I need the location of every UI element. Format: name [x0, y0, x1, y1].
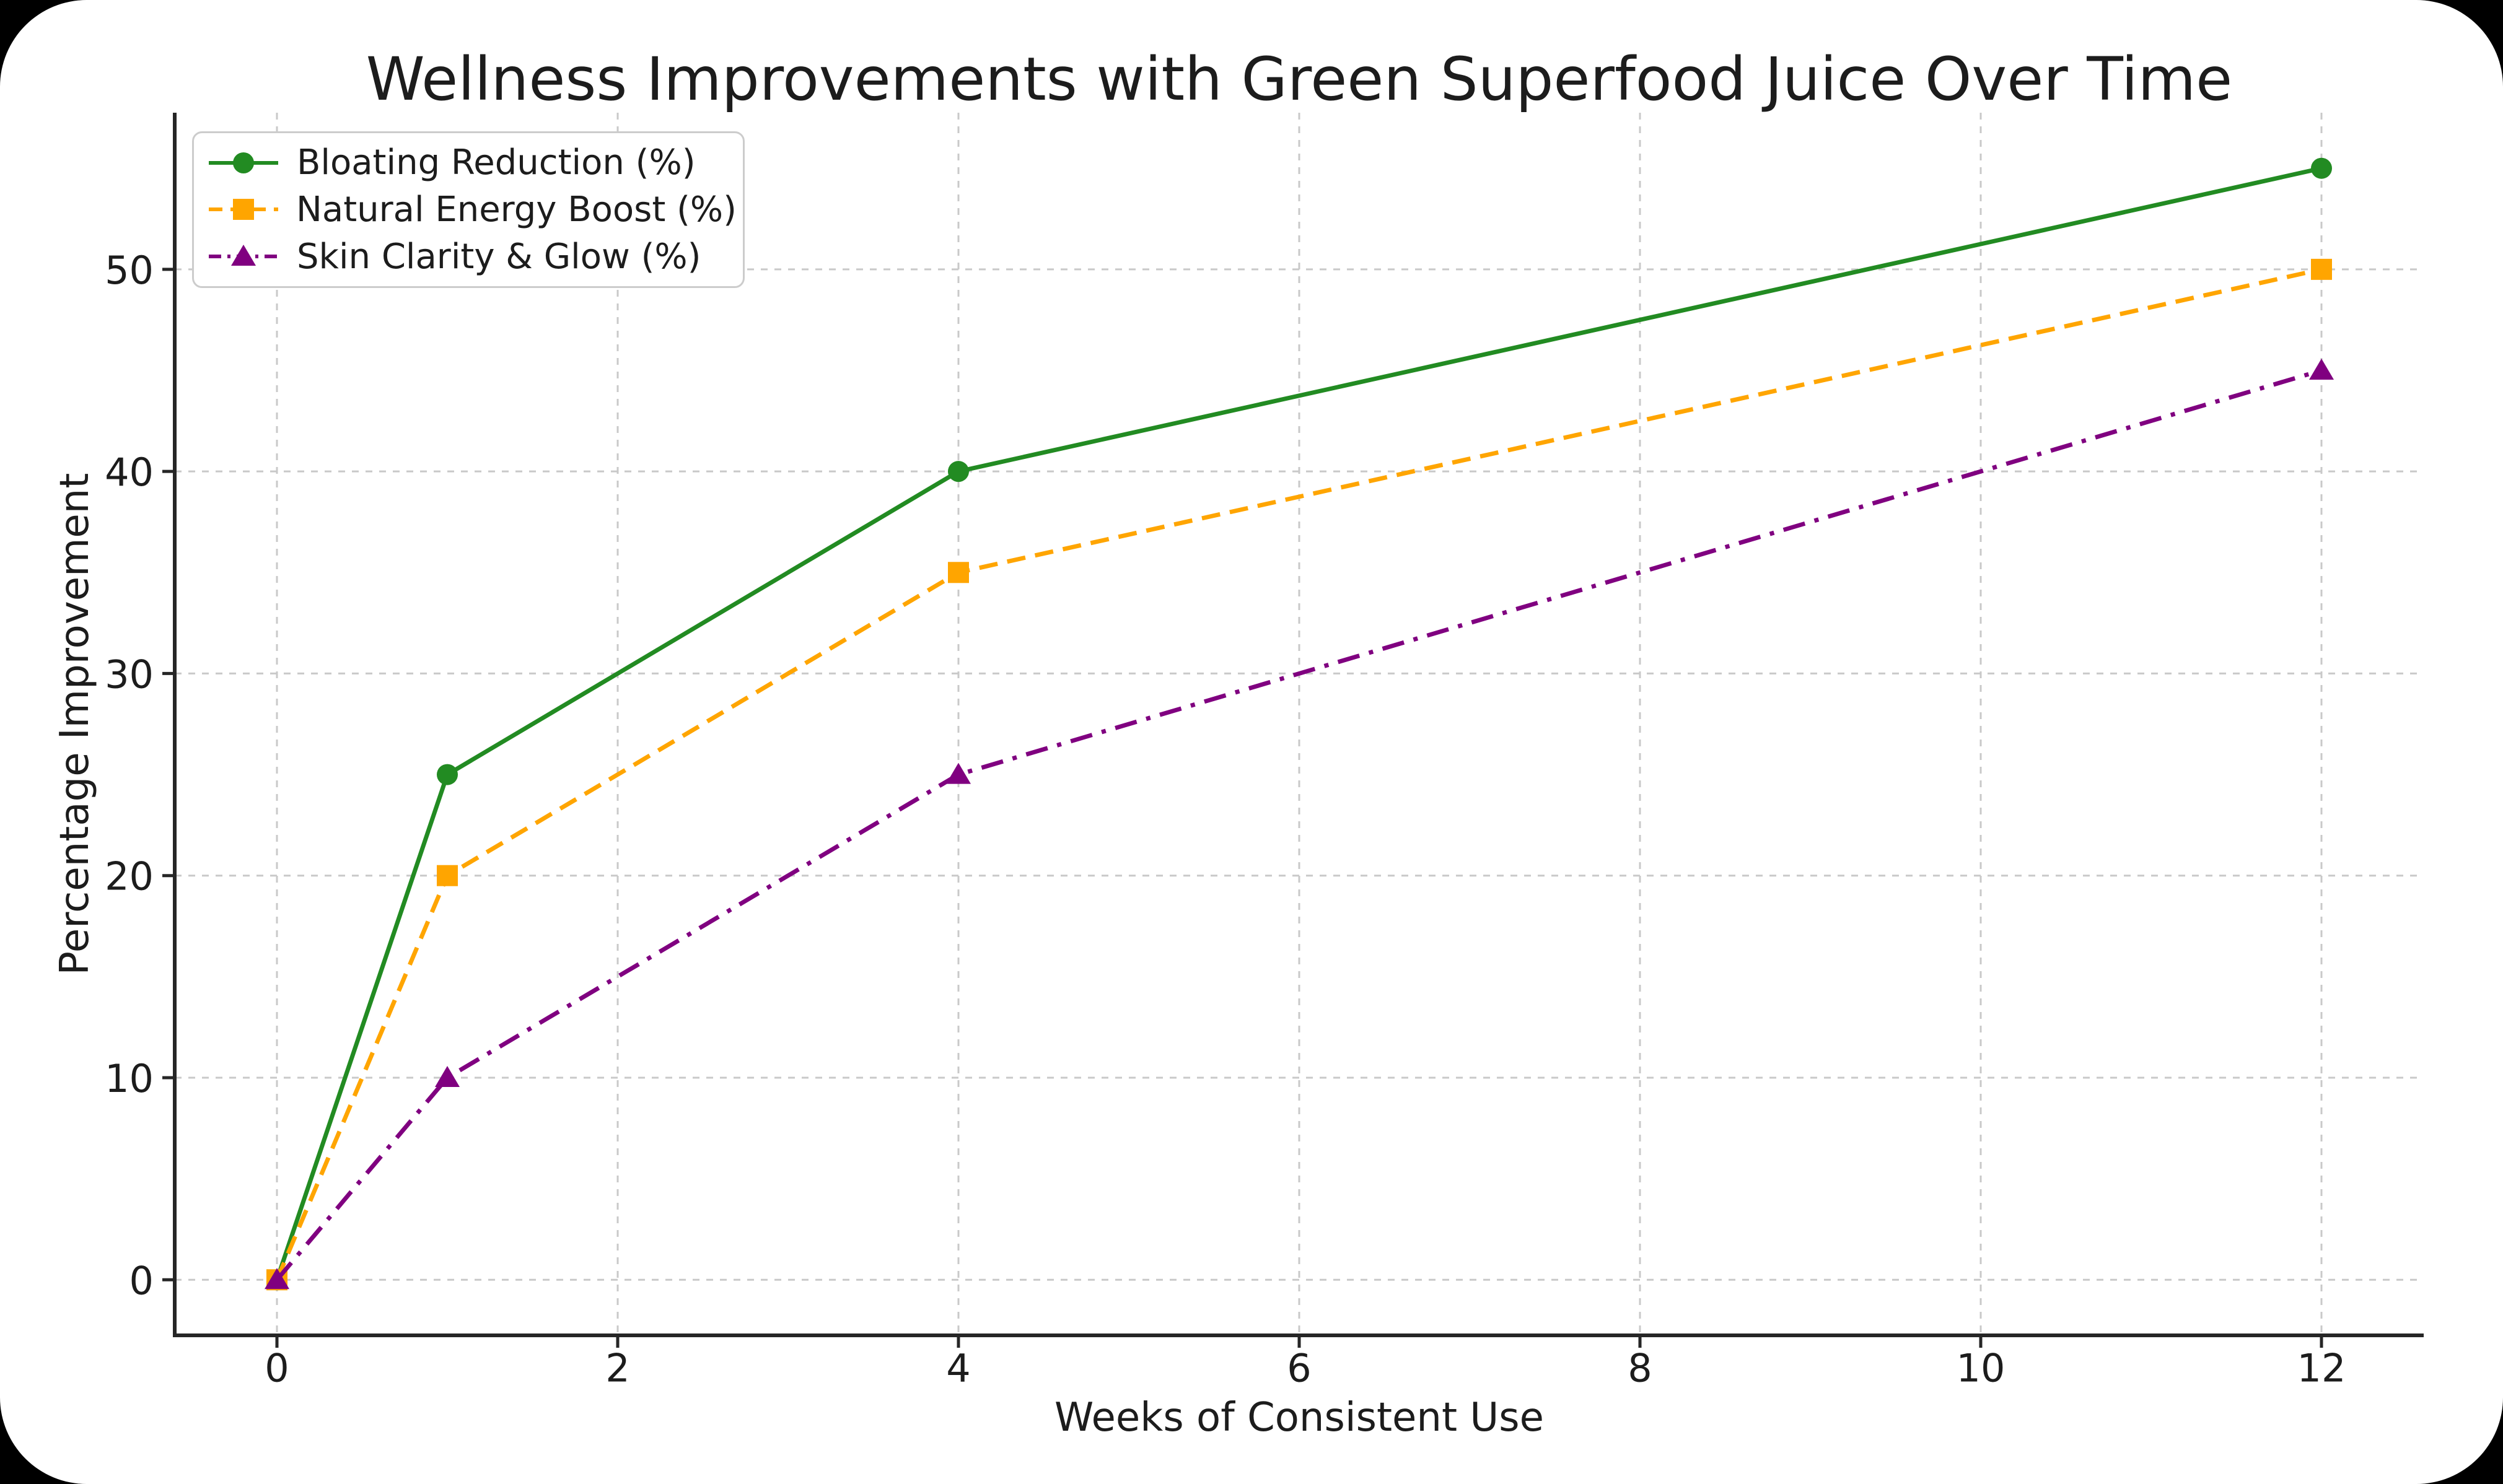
x-tick-label: 8 [1628, 1345, 1652, 1390]
y-tick-label: 20 [105, 854, 154, 899]
series-line [275, 368, 2322, 1281]
data-point-marker [2311, 157, 2332, 179]
legend-swatch [209, 199, 278, 220]
data-point-marker [2309, 359, 2334, 380]
legend-swatch [209, 152, 278, 173]
legend: Bloating Reduction (%) Natural Energy Boo… [192, 131, 745, 288]
data-point-marker [265, 1268, 289, 1290]
series-line [274, 166, 2322, 1281]
chart-title: Wellness Improvements with Green Superfo… [366, 45, 2233, 114]
y-tick-label: 0 [129, 1258, 154, 1303]
legend-sample-marker [233, 199, 254, 220]
data-point-marker [437, 764, 458, 785]
legend-swatch [209, 245, 278, 266]
legend-label: Bloating Reduction (%) [297, 142, 696, 183]
legend-item: Bloating Reduction (%) [206, 142, 737, 183]
x-tick-label: 10 [1957, 1345, 2005, 1390]
legend-item: Skin Clarity & Glow (%) [206, 237, 737, 277]
x-tick-label: 2 [605, 1345, 629, 1390]
legend-sample-marker [231, 245, 256, 266]
legend-label: Natural Energy Boost (%) [296, 189, 737, 230]
data-point-marker [948, 562, 969, 583]
y-tick-label: 50 [105, 248, 154, 293]
y-tick-label: 30 [105, 652, 154, 697]
series-1 [266, 157, 2332, 1291]
series-line [274, 267, 2322, 1281]
x-tick-label: 12 [2297, 1345, 2346, 1390]
x-axis-label: Weeks of Consistent Use [1054, 1395, 1544, 1441]
legend-label: Skin Clarity & Glow (%) [297, 236, 701, 277]
data-point-marker [435, 1065, 460, 1087]
legend-item: Natural Energy Boost (%) [206, 190, 737, 230]
y-axis-label: Percentage Improvement [52, 473, 98, 976]
series-2 [266, 258, 2332, 1291]
y-tick-label: 10 [105, 1056, 154, 1101]
x-tick-label: 6 [1287, 1345, 1311, 1390]
data-point-marker [2311, 258, 2332, 280]
x-tick-label: 0 [265, 1345, 289, 1390]
x-tick-label: 4 [946, 1345, 970, 1390]
y-tick-label: 40 [105, 450, 154, 495]
series-3 [265, 359, 2334, 1290]
data-point-marker [946, 762, 971, 784]
data-point-marker [437, 865, 458, 886]
legend-sample-marker [233, 152, 254, 173]
data-point-marker [948, 461, 969, 482]
